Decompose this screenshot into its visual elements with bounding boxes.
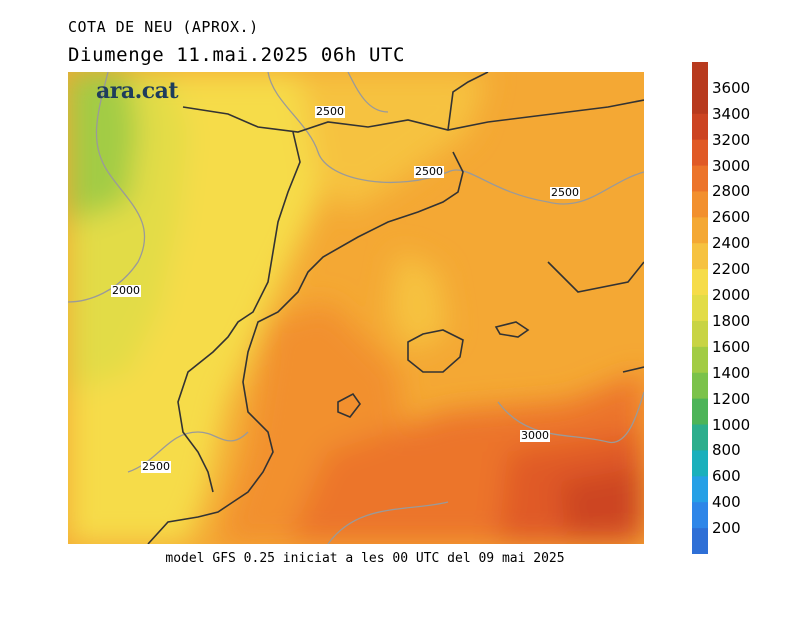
- colorbar-label: 2800: [712, 182, 751, 201]
- color-field: [68, 72, 644, 544]
- colorbar-segment: [692, 372, 708, 400]
- contour-label-2500-d: 2500: [141, 460, 171, 473]
- colorbar-segment: [692, 87, 708, 115]
- colorbar-segment: [692, 113, 708, 141]
- colorbar-label: 400: [712, 493, 741, 512]
- contour-label-2500-b: 2500: [414, 165, 444, 178]
- map-area: ara.cat 2500 2500 2500 2000 2500 3000: [68, 72, 644, 544]
- colorbar-segment: [692, 502, 708, 529]
- colorbar-segment: [692, 528, 708, 554]
- ara-cat-logo: ara.cat: [96, 78, 179, 104]
- colorbar-segment: [692, 269, 708, 296]
- colorbar-segment: [692, 398, 708, 426]
- contour-label-3000: 3000: [520, 429, 550, 442]
- borders-and-coastlines: [147, 72, 644, 544]
- colorbar-label: 2400: [712, 234, 751, 253]
- colorbar: [692, 62, 708, 554]
- colorbar-label: 200: [712, 519, 741, 538]
- colorbar-segment: [692, 217, 708, 244]
- colorbar-label: 1800: [712, 311, 751, 330]
- colorbar-label: 2000: [712, 286, 751, 305]
- model-info-footer: model GFS 0.25 iniciat a les 00 UTC del …: [165, 551, 565, 566]
- colorbar-label: 3200: [712, 130, 751, 149]
- colorbar-segment: [692, 295, 708, 322]
- map-subtitle-date: Diumenge 11.mai.2025 06h UTC: [68, 44, 406, 66]
- colorbar-label: 1600: [712, 337, 751, 356]
- colorbar-segment: [692, 320, 708, 348]
- colorbar-label: 600: [712, 467, 741, 486]
- colorbar-segment: [692, 243, 708, 270]
- colorbar-label: 800: [712, 441, 741, 460]
- colorbar-segment: [692, 450, 708, 477]
- colorbar-segment: [692, 139, 708, 167]
- colorbar-segment: [692, 165, 708, 192]
- contour-label-2500-c: 2500: [550, 186, 580, 199]
- colorbar-segment: [692, 62, 708, 89]
- colorbar-label: 2600: [712, 208, 751, 227]
- contour-label-2500-a: 2500: [315, 105, 345, 118]
- colorbar-label: 1400: [712, 363, 751, 382]
- colorbar-segment: [692, 191, 708, 218]
- colorbar-segment: [692, 346, 708, 374]
- colorbar-label: 2200: [712, 260, 751, 279]
- colorbar-label: 3400: [712, 104, 751, 123]
- snow-level-map: [68, 72, 644, 544]
- colorbar-label: 3000: [712, 156, 751, 175]
- contour-label-2000: 2000: [111, 284, 141, 297]
- colorbar-label: 3600: [712, 78, 751, 97]
- colorbar-label: 1200: [712, 389, 751, 408]
- map-title: COTA DE NEU (APROX.): [68, 18, 259, 36]
- colorbar-segment: [692, 476, 708, 503]
- colorbar-segment: [692, 424, 708, 451]
- colorbar-label: 1000: [712, 415, 751, 434]
